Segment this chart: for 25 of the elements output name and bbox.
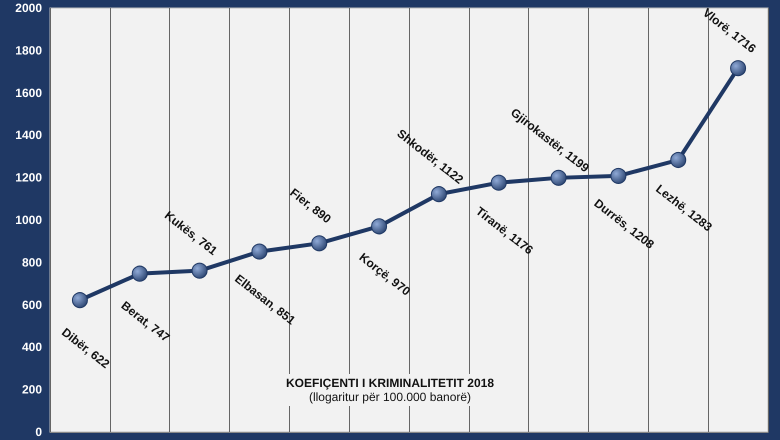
y-tick-label: 200 bbox=[22, 382, 42, 397]
point bbox=[72, 292, 88, 308]
y-tick-label: 1800 bbox=[15, 43, 42, 58]
y-tick-label: 400 bbox=[22, 340, 42, 354]
text: KOEFIÇENTI I KRIMINALITETIT 2018 bbox=[286, 376, 494, 390]
y-tick-label: 1000 bbox=[15, 213, 42, 227]
y-tick-label: 0 bbox=[35, 425, 42, 439]
point bbox=[490, 174, 507, 191]
point bbox=[610, 168, 626, 184]
y-tick-label: 2000 bbox=[15, 1, 42, 15]
y-tick-label: 1200 bbox=[15, 170, 42, 185]
point bbox=[430, 186, 447, 202]
point bbox=[550, 170, 567, 186]
y-tick-label: 1600 bbox=[15, 86, 42, 100]
y-tick-label: 800 bbox=[22, 255, 42, 270]
point bbox=[251, 244, 268, 260]
point bbox=[371, 218, 388, 234]
y-tick-label: 1400 bbox=[15, 128, 42, 142]
point bbox=[670, 152, 686, 168]
point bbox=[132, 266, 148, 282]
text: (llogaritur për 100.000 banorë) bbox=[308, 390, 472, 404]
point bbox=[730, 60, 746, 76]
point bbox=[192, 262, 208, 279]
y-tick-label: 600 bbox=[22, 298, 42, 312]
point bbox=[311, 235, 328, 252]
